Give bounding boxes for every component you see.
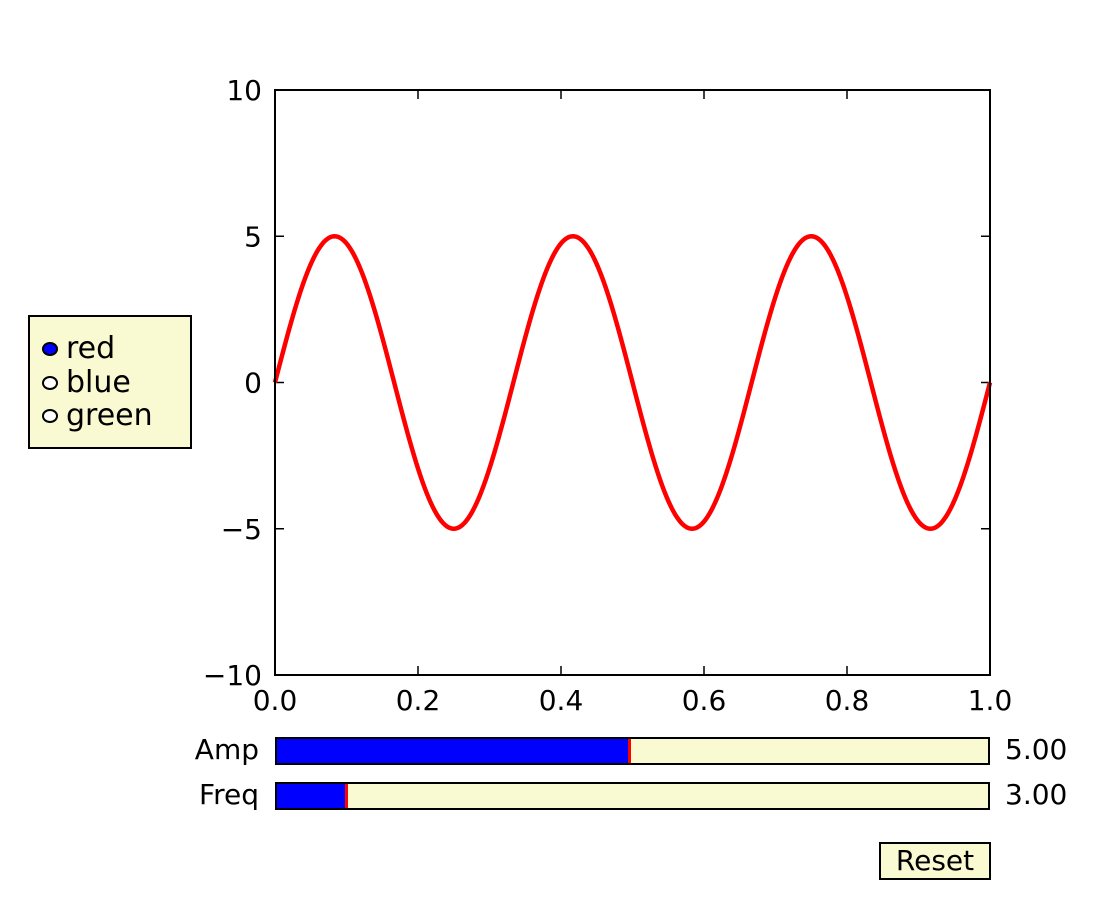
radio-option-green[interactable]: green	[42, 400, 153, 432]
x-tick-label: 0.4	[539, 684, 584, 717]
x-tick-label: 0.6	[682, 684, 727, 717]
radio-dot-icon	[42, 409, 58, 423]
freq-slider-label: Freq	[199, 778, 259, 811]
y-tick-label: 10	[226, 74, 262, 107]
radio-label-blue: blue	[66, 365, 131, 400]
y-tick-label: −5	[221, 513, 262, 546]
y-tick-label: 0	[244, 367, 262, 400]
radio-option-blue[interactable]: blue	[42, 367, 131, 399]
radio-dot-icon	[42, 376, 58, 390]
tick-labels: 0.0 0.2 0.4 0.6 0.8 1.0 10 5 0 −5 −10	[203, 74, 1012, 717]
freq-slider-value: 3.00	[1005, 778, 1068, 811]
amp-slider-label: Amp	[194, 733, 259, 766]
series-layer	[272, 234, 993, 531]
plot-area: 0.0 0.2 0.4 0.6 0.8 1.0 10 5 0 −5 −10	[203, 74, 1012, 717]
freq-slider-handle[interactable]	[344, 784, 348, 808]
radio-option-red[interactable]: red	[42, 333, 115, 365]
amp-slider[interactable]	[275, 737, 990, 765]
color-radio-panel: red blue green	[28, 315, 192, 449]
y-tick-label: −10	[203, 659, 262, 692]
freq-slider[interactable]	[275, 782, 990, 810]
x-tick-label: 0.2	[396, 684, 441, 717]
radio-label-green: green	[66, 398, 153, 433]
x-tick-label: 0.0	[253, 684, 298, 717]
reset-button[interactable]: Reset	[879, 842, 991, 880]
freq-slider-fill	[277, 784, 346, 808]
amp-slider-fill	[277, 739, 629, 763]
amp-slider-value: 5.00	[1005, 733, 1068, 766]
y-tick-label: 5	[244, 220, 262, 253]
x-tick-label: 1.0	[968, 684, 1013, 717]
radio-dot-icon	[42, 342, 58, 356]
plot-frame	[274, 89, 991, 676]
amp-slider-handle[interactable]	[627, 739, 631, 763]
radio-label-red: red	[66, 331, 116, 366]
series-line-red	[272, 234, 993, 531]
x-tick-label: 0.8	[825, 684, 870, 717]
